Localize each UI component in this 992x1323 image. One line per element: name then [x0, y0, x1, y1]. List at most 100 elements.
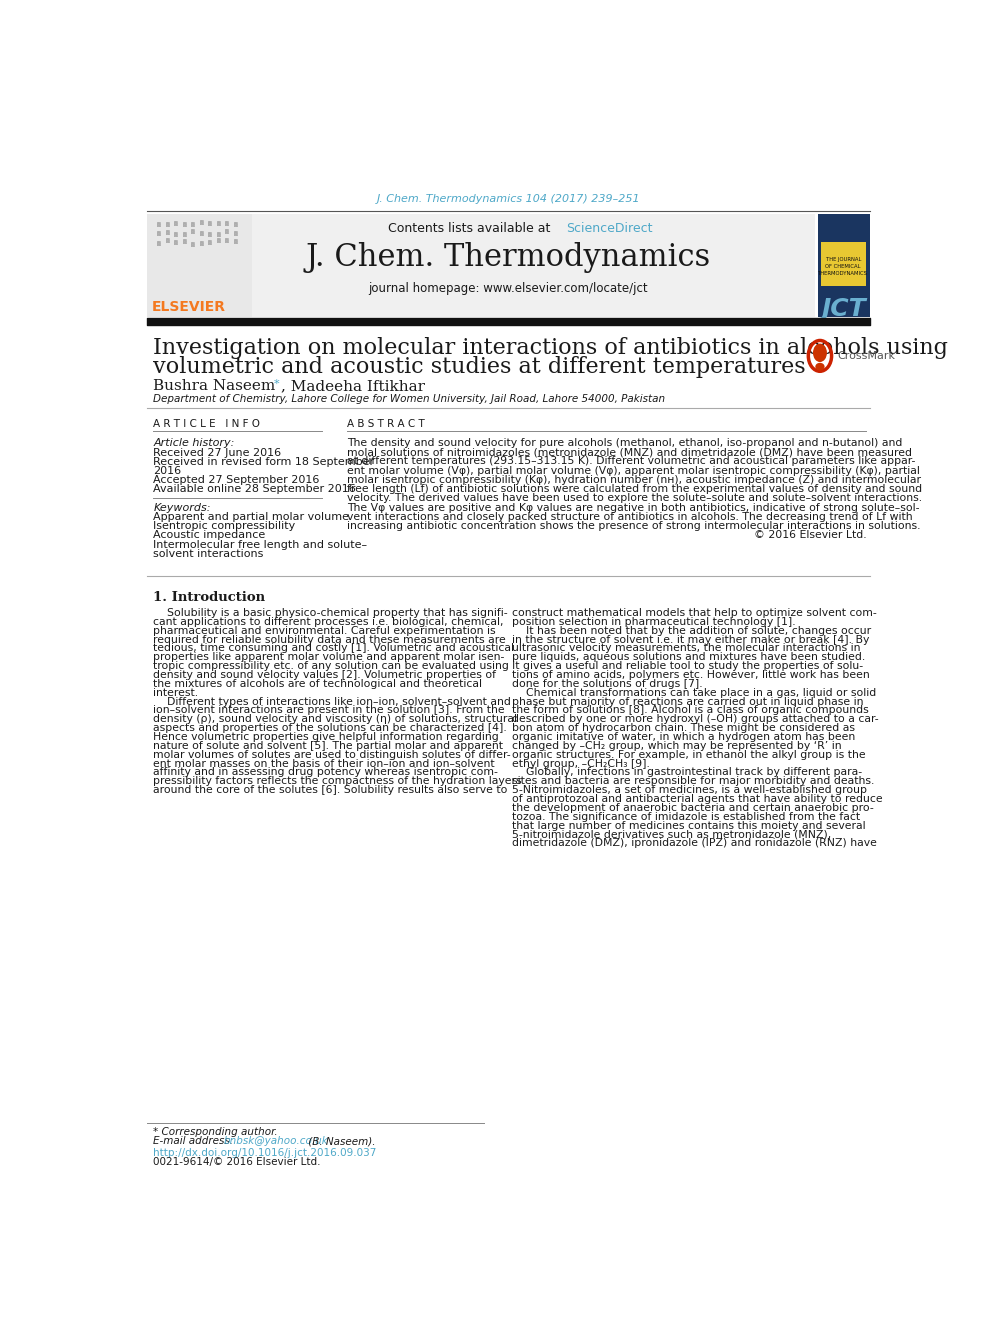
Text: ▒: ▒ — [208, 233, 212, 238]
Text: pharmaceutical and environmental. Careful experimentation is: pharmaceutical and environmental. Carefu… — [154, 626, 496, 636]
Text: E-mail address:: E-mail address: — [154, 1136, 237, 1146]
Ellipse shape — [815, 363, 824, 370]
Text: ▒: ▒ — [234, 232, 237, 235]
Text: changed by –CH₂ group, which may be represented by ‘R’ in: changed by –CH₂ group, which may be repr… — [512, 741, 841, 751]
Bar — [147, 214, 815, 316]
Text: affinity and in assessing drug potency whereas isentropic com-: affinity and in assessing drug potency w… — [154, 767, 498, 778]
Text: A B S T R A C T: A B S T R A C T — [347, 418, 425, 429]
Text: , Madeeha Iftikhar: , Madeeha Iftikhar — [281, 378, 425, 393]
Text: The Vφ values are positive and Kφ values are negative in both antibiotics, indic: The Vφ values are positive and Kφ values… — [347, 503, 920, 512]
Text: It has been noted that by the addition of solute, changes occur: It has been noted that by the addition o… — [512, 626, 871, 636]
Text: nature of solute and solvent [5]. The partial molar and apparent: nature of solute and solvent [5]. The pa… — [154, 741, 504, 751]
Text: ▒: ▒ — [191, 222, 194, 228]
Text: ▒: ▒ — [225, 221, 229, 226]
Text: ethyl group, –CH₂CH₃ [9].: ethyl group, –CH₂CH₃ [9]. — [512, 758, 650, 769]
Text: 5-nitroimidazole derivatives such as metronidazole (MNZ),: 5-nitroimidazole derivatives such as met… — [512, 830, 830, 839]
Text: ▒: ▒ — [234, 239, 237, 245]
Text: ScienceDirect: ScienceDirect — [566, 222, 653, 235]
Text: bon atom of hydrocarbon chain. These might be considered as: bon atom of hydrocarbon chain. These mig… — [512, 724, 854, 733]
Text: (B. Naseem).: (B. Naseem). — [305, 1136, 375, 1146]
Text: ▒: ▒ — [216, 238, 220, 243]
Text: J. Chem. Thermodynamics 104 (2017) 239–251: J. Chem. Thermodynamics 104 (2017) 239–2… — [377, 193, 640, 204]
Text: Accepted 27 September 2016: Accepted 27 September 2016 — [154, 475, 319, 484]
Text: ▒: ▒ — [225, 238, 229, 243]
Text: ▒: ▒ — [191, 229, 194, 234]
Bar — [820, 242, 866, 286]
Text: organic structures. For example, in ethanol the alkyl group is the: organic structures. For example, in etha… — [512, 750, 865, 759]
Text: Department of Chemistry, Lahore College for Women University, Jail Road, Lahore : Department of Chemistry, Lahore College … — [154, 394, 666, 404]
Text: dimetridazole (DMZ), ipronidazole (IPZ) and ronidazole (RNZ) have: dimetridazole (DMZ), ipronidazole (IPZ) … — [512, 839, 876, 848]
Text: Apparent and partial molar volume: Apparent and partial molar volume — [154, 512, 349, 521]
Text: CrossMark: CrossMark — [837, 351, 895, 361]
Text: molar isentropic compressibility (Kφ), hydration number (nʜ), acoustic impedance: molar isentropic compressibility (Kφ), h… — [347, 475, 922, 484]
Text: ▒: ▒ — [199, 220, 203, 225]
Text: ▒: ▒ — [174, 233, 178, 238]
Text: © 2016 Elsevier Ltd.: © 2016 Elsevier Ltd. — [754, 531, 866, 540]
Text: Keywords:: Keywords: — [154, 503, 211, 512]
Text: ▒: ▒ — [199, 241, 203, 246]
Text: that large number of medicines contains this moiety and several: that large number of medicines contains … — [512, 820, 865, 831]
Text: tions of amino acids, polymers etc. However, little work has been: tions of amino acids, polymers etc. Howe… — [512, 669, 869, 680]
Text: solvent interactions: solvent interactions — [154, 549, 264, 558]
Text: Investigation on molecular interactions of antibiotics in alcohols using: Investigation on molecular interactions … — [154, 337, 948, 359]
Text: described by one or more hydroxyl (–OH) groups attached to a car-: described by one or more hydroxyl (–OH) … — [512, 714, 878, 724]
Text: bnbsk@yahoo.co.uk: bnbsk@yahoo.co.uk — [223, 1136, 328, 1146]
Text: tedious, time consuming and costly [1]. Volumetric and acoustical: tedious, time consuming and costly [1]. … — [154, 643, 515, 654]
Text: ▒: ▒ — [183, 232, 186, 237]
Text: tropic compressibility etc. of any solution can be evaluated using: tropic compressibility etc. of any solut… — [154, 662, 509, 671]
Text: ▒: ▒ — [174, 241, 178, 245]
Text: ▒: ▒ — [234, 222, 237, 228]
Text: vent interactions and closely packed structure of antibiotics in alcohols. The d: vent interactions and closely packed str… — [347, 512, 913, 521]
Text: the mixtures of alcohols are of technological and theoretical: the mixtures of alcohols are of technolo… — [154, 679, 482, 689]
Ellipse shape — [813, 344, 827, 363]
Text: ▒: ▒ — [191, 242, 194, 246]
Text: Different types of interactions like ion–ion, solvent–solvent and: Different types of interactions like ion… — [154, 697, 511, 706]
Text: 5-Nitroimidazoles, a set of medicines, is a well-established group: 5-Nitroimidazoles, a set of medicines, i… — [512, 785, 866, 795]
Text: sites and bacteria are responsible for major morbidity and deaths.: sites and bacteria are responsible for m… — [512, 777, 874, 786]
Text: Globally, infections in gastrointestinal track by different para-: Globally, infections in gastrointestinal… — [512, 767, 862, 778]
Text: Article history:: Article history: — [154, 438, 235, 448]
Text: velocity. The derived values have been used to explore the solute–solute and sol: velocity. The derived values have been u… — [347, 493, 923, 503]
Text: of antiprotozoal and antibacterial agents that have ability to reduce: of antiprotozoal and antibacterial agent… — [512, 794, 882, 804]
Text: ▒: ▒ — [157, 222, 161, 226]
Text: free length (Lf) of antibiotic solutions were calculated from the experimental v: free length (Lf) of antibiotic solutions… — [347, 484, 923, 493]
Text: 0021-9614/© 2016 Elsevier Ltd.: 0021-9614/© 2016 Elsevier Ltd. — [154, 1158, 321, 1167]
Text: journal homepage: www.elsevier.com/locate/jct: journal homepage: www.elsevier.com/locat… — [369, 282, 648, 295]
Text: ▒: ▒ — [216, 233, 220, 238]
Text: molar volumes of solutes are used to distinguish solutes of differ-: molar volumes of solutes are used to dis… — [154, 750, 511, 759]
Text: density (ρ), sound velocity and viscosity (η) of solutions, structural: density (ρ), sound velocity and viscosit… — [154, 714, 518, 724]
Text: aspects and properties of the solutions can be characterized [4].: aspects and properties of the solutions … — [154, 724, 507, 733]
Text: the development of anaerobic bacteria and certain anaerobic pro-: the development of anaerobic bacteria an… — [512, 803, 873, 812]
Text: ent molar masses on the basis of their ion–ion and ion–solvent: ent molar masses on the basis of their i… — [154, 758, 495, 769]
Text: pure liquids, aqueous solutions and mixtures have been studied.: pure liquids, aqueous solutions and mixt… — [512, 652, 865, 663]
Text: ▒: ▒ — [225, 229, 229, 234]
Text: ▒: ▒ — [183, 222, 186, 228]
Text: * Corresponding author.: * Corresponding author. — [154, 1127, 278, 1136]
Text: ▒: ▒ — [166, 222, 170, 228]
Text: Received in revised form 18 September: Received in revised form 18 September — [154, 458, 375, 467]
Text: tozoa. The significance of imidazole is established from the fact: tozoa. The significance of imidazole is … — [512, 812, 860, 822]
Text: ent molar volume (Vφ), partial molar volume (Vφ), apparent molar isentropic comp: ent molar volume (Vφ), partial molar vol… — [347, 466, 920, 475]
Text: the form of solutions [8]. Alcohol is a class of organic compounds: the form of solutions [8]. Alcohol is a … — [512, 705, 868, 716]
Text: Intermolecular free length and solute–: Intermolecular free length and solute– — [154, 540, 368, 549]
Text: ▒: ▒ — [157, 232, 161, 235]
Text: ▒: ▒ — [183, 238, 186, 243]
Text: Hence volumetric properties give helpful information regarding: Hence volumetric properties give helpful… — [154, 732, 499, 742]
Text: ▒: ▒ — [216, 221, 220, 226]
Text: ▒: ▒ — [166, 230, 170, 235]
Text: http://dx.doi.org/10.1016/j.jct.2016.09.037: http://dx.doi.org/10.1016/j.jct.2016.09.… — [154, 1148, 377, 1158]
Text: Received 27 June 2016: Received 27 June 2016 — [154, 448, 282, 458]
Text: organic imitative of water, in which a hydrogen atom has been: organic imitative of water, in which a h… — [512, 732, 855, 742]
Text: at different temperatures (293.15–313.15 K). Different volumetric and acoustical: at different temperatures (293.15–313.15… — [347, 456, 916, 467]
Text: J. Chem. Thermodynamics: J. Chem. Thermodynamics — [306, 242, 711, 273]
Text: increasing antibiotic concentration shows the presence of strong intermolecular : increasing antibiotic concentration show… — [347, 521, 921, 531]
Text: ▒: ▒ — [157, 241, 161, 246]
Bar — [817, 214, 870, 316]
Text: ion–solvent interactions are present in the solution [3]. From the: ion–solvent interactions are present in … — [154, 705, 505, 716]
Text: ▒: ▒ — [208, 241, 212, 245]
Text: Isentropic compressibility: Isentropic compressibility — [154, 521, 296, 531]
Text: required for reliable solubility data and these measurements are: required for reliable solubility data an… — [154, 635, 506, 644]
Text: molal solutions of nitroimidazoles (metronidazole (MNZ) and dimetridazole (DMZ) : molal solutions of nitroimidazoles (metr… — [347, 447, 913, 458]
Text: 2016: 2016 — [154, 466, 182, 475]
Text: position selection in pharmaceutical technology [1].: position selection in pharmaceutical tec… — [512, 617, 796, 627]
